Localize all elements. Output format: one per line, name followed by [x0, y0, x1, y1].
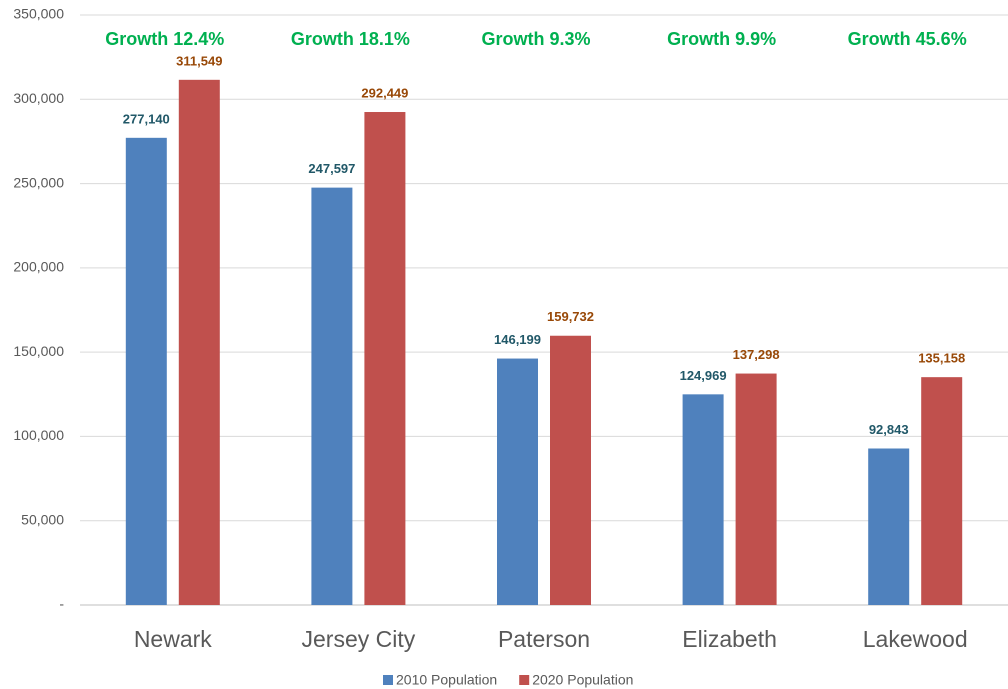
bar	[735, 373, 777, 605]
bar	[178, 79, 220, 606]
bar	[125, 137, 167, 605]
value-label: 247,597	[308, 161, 355, 176]
y-tick-label: 250,000	[13, 174, 64, 190]
y-tick-label: 350,000	[13, 6, 64, 22]
bar	[921, 377, 963, 605]
y-tick-label: 50,000	[21, 511, 64, 527]
y-tick-label: -	[59, 596, 64, 612]
bar	[497, 358, 538, 605]
annotation: Growth 9.9%	[667, 29, 776, 49]
value-label: 135,158	[918, 351, 965, 366]
x-tick-label: Jersey City	[302, 626, 416, 652]
legend-label: 2020 Population	[532, 672, 633, 688]
value-label: 292,449	[361, 85, 408, 100]
bar	[868, 448, 910, 605]
bar	[550, 335, 591, 605]
value-label: 159,732	[547, 309, 594, 324]
value-label: 92,843	[869, 422, 909, 437]
bar	[364, 112, 406, 606]
value-label: 146,199	[494, 332, 541, 347]
legend-swatch	[519, 675, 530, 685]
x-tick-label: Elizabeth	[682, 626, 777, 652]
legend-swatch	[383, 675, 393, 685]
x-tick-label: Newark	[134, 626, 212, 652]
annotation: Growth 9.3%	[481, 29, 590, 49]
y-tick-label: 150,000	[13, 343, 64, 359]
value-label: 124,969	[680, 368, 727, 383]
value-label: 137,298	[733, 347, 780, 362]
annotation: Growth 12.4%	[105, 29, 224, 49]
y-tick-label: 300,000	[13, 90, 64, 106]
x-tick-label: Lakewood	[863, 626, 968, 652]
legend-label: 2010 Population	[396, 672, 497, 688]
value-label: 311,549	[176, 53, 222, 68]
x-tick-label: Paterson	[498, 626, 590, 652]
annotation: Growth 18.1%	[291, 29, 410, 49]
bar	[682, 394, 724, 605]
y-tick-label: 100,000	[13, 427, 64, 443]
bar	[311, 187, 353, 605]
annotation: Growth 45.6%	[848, 29, 967, 49]
value-label: 277,140	[123, 111, 170, 126]
y-tick-label: 200,000	[13, 259, 64, 275]
